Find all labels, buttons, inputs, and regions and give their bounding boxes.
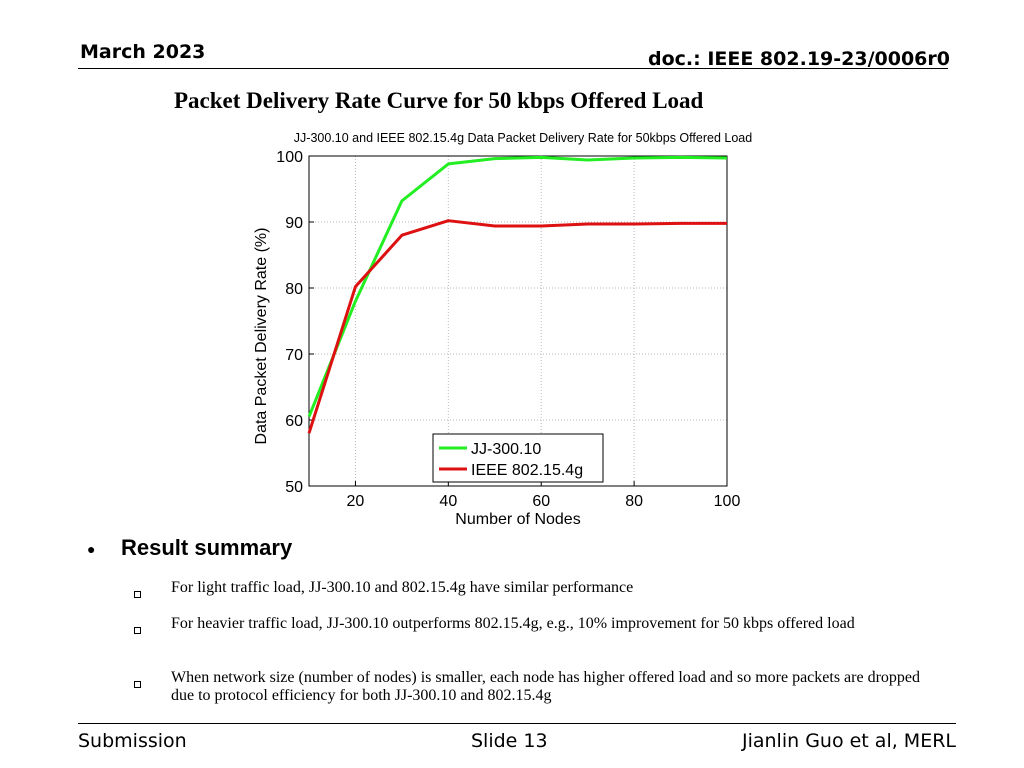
header-doc-id: doc.: IEEE 802.19-23/0006r0	[647, 48, 950, 70]
summary-item: When network size (number of nodes) is s…	[171, 669, 921, 704]
x-tick-label: 60	[532, 493, 550, 510]
summary-item: For light traffic load, JJ-300.10 and 80…	[171, 579, 634, 596]
y-tick-label: 50	[285, 479, 303, 496]
footer-slide-number: Slide 13	[471, 730, 548, 752]
y-axis-label: Data Packet Delivery Rate (%)	[253, 228, 270, 445]
series-line-1	[307, 155, 728, 418]
y-tick-label: 100	[276, 149, 303, 166]
header-rule	[78, 68, 948, 69]
summary-item: For heavier traffic load, JJ-300.10 outp…	[171, 615, 855, 632]
y-tick-label: 90	[285, 215, 303, 232]
plot-frame	[308, 155, 728, 487]
x-tick-label: 40	[439, 493, 457, 510]
y-tick-label: 80	[285, 281, 303, 298]
legend-label: JJ-300.10	[471, 441, 541, 458]
chart-title: JJ-300.10 and IEEE 802.15.4g Data Packet…	[294, 131, 752, 145]
summary-heading: Result summary	[121, 535, 293, 560]
summary-bullet: ●	[87, 541, 96, 557]
y-tick-label: 60	[285, 413, 303, 430]
series-line-2	[307, 219, 727, 434]
x-tick-label: 80	[625, 493, 643, 510]
x-tick-label: 20	[347, 493, 365, 510]
y-tick-label: 70	[285, 347, 303, 364]
header-date: March 2023	[80, 41, 206, 63]
delivery-rate-chart: JJ-300.10 and IEEE 802.15.4g Data Packet…	[253, 131, 752, 528]
footer-rule	[78, 723, 956, 724]
legend-label: IEEE 802.15.4g	[471, 462, 583, 479]
square-bullet-icon	[134, 681, 141, 688]
x-axis-label: Number of Nodes	[455, 511, 580, 528]
slide-title: Packet Delivery Rate Curve for 50 kbps O…	[174, 88, 704, 113]
x-tick-label: 100	[714, 493, 741, 510]
legend: JJ-300.10 IEEE 802.15.4g	[432, 433, 604, 483]
footer-author: Jianlin Guo et al, MERL	[741, 730, 956, 752]
square-bullet-icon	[134, 591, 141, 598]
footer-submission: Submission	[78, 730, 187, 752]
square-bullet-icon	[134, 627, 141, 634]
legend-box	[432, 433, 604, 483]
